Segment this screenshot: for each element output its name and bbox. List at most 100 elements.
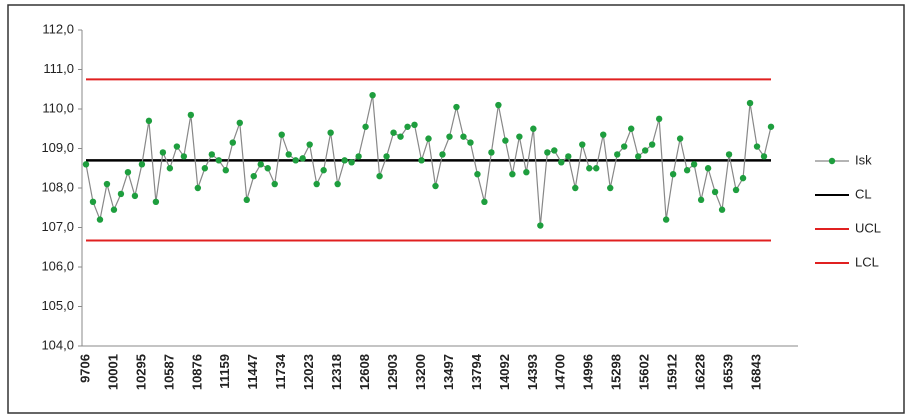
data-point — [600, 131, 607, 138]
x-tick-label: 10295 — [133, 354, 148, 390]
data-point — [131, 192, 139, 200]
y-tick-label: 104,0 — [41, 337, 74, 352]
data-point — [516, 133, 523, 140]
legend-label: LCL — [855, 254, 879, 269]
legend-label: CL — [855, 186, 872, 201]
x-tick-label: 13200 — [413, 354, 428, 390]
data-point — [425, 135, 432, 142]
data-point — [299, 155, 306, 162]
data-point — [523, 169, 530, 176]
data-point — [690, 161, 698, 168]
data-point — [110, 206, 118, 213]
data-point — [341, 157, 348, 164]
data-point — [397, 133, 404, 140]
data-point — [369, 91, 376, 99]
data-point — [355, 153, 362, 160]
data-point — [711, 188, 719, 196]
x-tick-label: 15602 — [637, 354, 652, 390]
data-point — [467, 139, 474, 146]
data-point — [257, 161, 264, 168]
data-point — [383, 153, 390, 160]
x-tick-label: 14393 — [525, 354, 540, 390]
x-tick-label: 13794 — [469, 353, 484, 390]
data-point — [446, 133, 453, 140]
y-tick-label: 108,0 — [41, 179, 74, 194]
data-point — [495, 101, 502, 109]
data-point — [432, 182, 439, 190]
y-tick-label: 110,0 — [42, 100, 74, 115]
x-tick-label: 16539 — [720, 354, 735, 390]
x-tick-label: 16228 — [693, 354, 708, 390]
data-point — [509, 170, 516, 178]
data-point — [418, 157, 425, 164]
x-tick-label: 13497 — [441, 354, 456, 390]
data-point — [474, 170, 481, 178]
y-tick-label: 106,0 — [41, 258, 74, 273]
data-point — [488, 149, 495, 156]
data-point — [390, 129, 397, 136]
data-point — [697, 196, 705, 204]
y-tick-label: 105,0 — [41, 298, 74, 313]
data-point — [180, 153, 188, 160]
data-point — [641, 147, 649, 154]
data-point — [334, 180, 341, 188]
data-point — [229, 139, 236, 146]
y-tick-label: 109,0 — [41, 140, 74, 155]
data-point — [362, 123, 369, 130]
data-point — [348, 159, 355, 166]
data-point — [544, 149, 551, 156]
x-tick-label: 12023 — [301, 354, 316, 390]
data-point — [327, 129, 334, 136]
data-point — [551, 147, 558, 154]
data-point — [264, 165, 271, 172]
data-point — [662, 216, 670, 223]
data-point — [683, 167, 691, 174]
data-point — [537, 222, 544, 229]
data-point — [271, 180, 278, 188]
data-point — [411, 121, 418, 128]
data-point — [208, 151, 216, 158]
data-point — [530, 125, 537, 132]
x-tick-label: 15298 — [609, 354, 624, 390]
x-tick-label: 10587 — [161, 354, 176, 390]
y-tick-label: 112,0 — [42, 21, 74, 36]
x-tick-label: 12903 — [385, 354, 400, 390]
data-point — [648, 141, 656, 148]
data-point — [579, 141, 586, 148]
data-point — [460, 133, 467, 140]
legend-label: Isk — [855, 152, 872, 167]
chart-frame — [7, 4, 905, 414]
data-point — [117, 190, 125, 198]
data-point — [586, 165, 593, 172]
data-point — [320, 167, 327, 174]
data-point — [285, 151, 292, 158]
data-point — [704, 165, 712, 172]
x-tick-label: 14996 — [581, 354, 596, 390]
data-point — [292, 157, 299, 164]
x-tick-label: 11159 — [217, 354, 232, 389]
data-point — [655, 115, 663, 123]
data-point — [676, 135, 684, 142]
data-point — [173, 143, 181, 150]
data-point — [313, 180, 320, 188]
data-point — [145, 117, 153, 125]
data-point — [614, 151, 621, 158]
x-tick-label: 12608 — [357, 354, 372, 390]
data-point — [607, 184, 614, 192]
data-point — [753, 143, 761, 150]
data-point — [669, 170, 677, 178]
x-tick-label: 15912 — [665, 354, 680, 390]
legend-label: UCL — [855, 220, 881, 235]
data-point — [159, 149, 167, 156]
data-point — [725, 151, 733, 158]
data-point — [439, 151, 446, 158]
data-point — [628, 125, 635, 132]
data-point — [250, 172, 257, 180]
data-point — [376, 172, 383, 180]
y-tick-label: 111,0 — [43, 61, 74, 76]
legend-marker — [828, 157, 836, 165]
data-point — [565, 153, 572, 160]
data-point — [453, 103, 460, 111]
data-point — [634, 153, 642, 160]
x-tick-label: 16843 — [748, 354, 763, 390]
